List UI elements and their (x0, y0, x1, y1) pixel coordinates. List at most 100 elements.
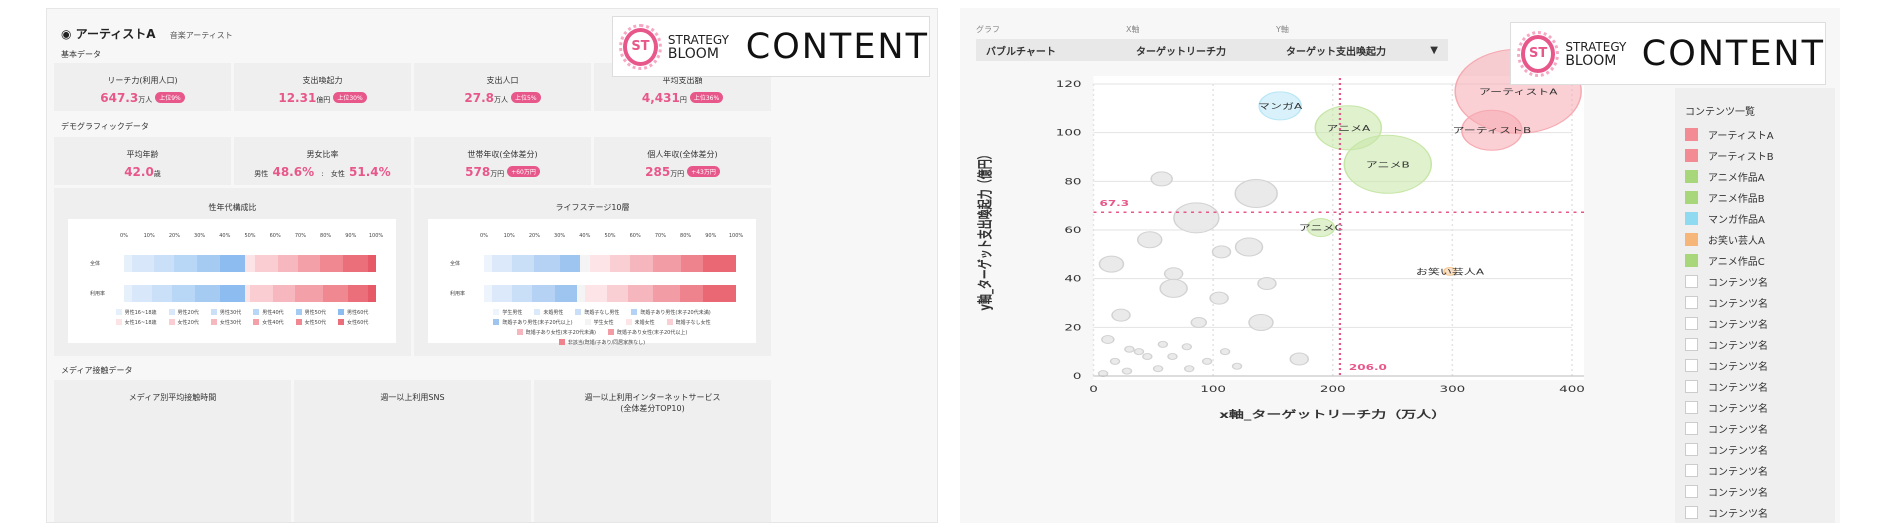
legend-swatch (493, 309, 500, 315)
legend-label: 既婚子なし男性 (584, 310, 620, 316)
legend-item[interactable]: コンテンツ名 (1685, 292, 1774, 313)
avg-age-label: 平均年齢 (126, 150, 159, 159)
legend-item[interactable]: アニメ作品C (1685, 250, 1774, 271)
bubble-other (1152, 365, 1164, 373)
tick-label: 50% (604, 233, 616, 239)
bar-segment (131, 255, 155, 272)
personal-income-unit: 万円 (670, 170, 685, 178)
selector-value: ターゲットリーチ力 (1136, 46, 1226, 58)
legend-swatch (210, 319, 217, 325)
legend-item[interactable]: コンテンツ名 (1685, 418, 1774, 439)
legend-item[interactable]: コンテンツ名 (1685, 271, 1774, 292)
legend-swatch (295, 309, 302, 315)
legend-item[interactable]: コンテンツ名 (1685, 313, 1774, 334)
bar-segment (244, 285, 250, 302)
legend-item[interactable]: アニメ作品A (1685, 166, 1774, 187)
basic-card-value: 27.8 (464, 91, 495, 105)
legend-checkbox[interactable] (1685, 275, 1698, 288)
legend-item[interactable]: コンテンツ名 (1685, 355, 1774, 376)
bar-segment (680, 255, 704, 272)
tick-label: 0% (480, 233, 488, 239)
strategy-bloom-logo-icon: ST (619, 23, 662, 70)
legend-swatch (534, 309, 541, 315)
selector-label: グラフ (976, 25, 1000, 34)
legend-item[interactable]: アーティストB (1685, 145, 1774, 166)
basic-card: 支出喚起力 12.31億円 上位30% (234, 63, 411, 111)
legend-checkbox[interactable] (1685, 296, 1698, 309)
legend-checkbox[interactable] (1685, 128, 1698, 141)
tick-label: 80% (680, 233, 692, 239)
basic-card-unit: 万人 (494, 96, 509, 104)
legend-checkbox[interactable] (1685, 401, 1698, 414)
basic-card: 支出人口 27.8万人 上位5% (414, 63, 591, 111)
legend-item-label: コンテンツ名 (1708, 404, 1768, 415)
legend-item[interactable]: コンテンツ名 (1685, 481, 1774, 502)
bar-segment (630, 255, 653, 272)
bubble-other (1136, 231, 1163, 249)
selector-dropdown[interactable]: ターゲット支出喚起力 ▼ (1276, 39, 1448, 61)
legend-item[interactable]: コンテンツ名 (1685, 460, 1774, 481)
legend-item[interactable]: コンテンツ名 (1685, 502, 1774, 523)
tick-label: 20% (528, 233, 540, 239)
legend-entry: 学生男性 (493, 309, 522, 316)
legend-checkbox[interactable] (1685, 443, 1698, 456)
legend-checkbox[interactable] (1685, 317, 1698, 330)
legend-item[interactable]: お笑い芸人A (1685, 229, 1774, 250)
legend-entry: 女性16~18歳 (115, 319, 157, 326)
legend-swatch (338, 319, 345, 325)
artist-name: アーティストA (75, 27, 156, 41)
bubble-other (1231, 362, 1243, 370)
legend-checkbox[interactable] (1685, 170, 1698, 183)
legend-item-label: アーティストB (1708, 152, 1774, 163)
logo-content-text: CONTENT (1641, 33, 1825, 74)
bar-segment (652, 255, 681, 272)
legend-item[interactable]: アニメ作品B (1685, 187, 1774, 208)
legend-item[interactable]: コンテンツ名 (1685, 439, 1774, 460)
legend-checkbox[interactable] (1685, 149, 1698, 162)
bubble-chart: 0 20 40 60 80 100 120 0 100 200 300 400 アーティストA アーティス… (976, 48, 1585, 421)
legend-checkbox[interactable] (1685, 464, 1698, 477)
bar-segment (295, 285, 323, 302)
reference-x-label: 206.0 (1349, 364, 1387, 373)
legend-label: 男性60代 (347, 310, 369, 316)
legend-entry: 男性60代 (338, 309, 368, 316)
tick-label: 60% (629, 233, 641, 239)
legend-checkbox[interactable] (1685, 233, 1698, 246)
legend-item[interactable]: コンテンツ名 (1685, 397, 1774, 418)
legend-swatch (295, 319, 302, 325)
legend-item[interactable]: コンテンツ名 (1685, 376, 1774, 397)
bubble-other (1173, 202, 1220, 234)
legend-checkbox[interactable] (1685, 212, 1698, 225)
legend-entry: 女性20代 (168, 319, 199, 326)
tick-label: 100% (368, 233, 384, 239)
legend-checkbox[interactable] (1685, 191, 1698, 204)
bar-segment (174, 255, 198, 272)
bar-segment (219, 255, 245, 272)
legend-checkbox[interactable] (1685, 338, 1698, 351)
legend-item-label: コンテンツ名 (1708, 446, 1768, 457)
legend-entry: 既婚子あり女性(末子20代以上) (608, 329, 687, 336)
legend-checkbox[interactable] (1685, 485, 1698, 498)
legend-swatch (575, 309, 582, 315)
legend-item[interactable]: アーティストA (1685, 124, 1774, 145)
legend-checkbox[interactable] (1685, 254, 1698, 267)
legend-checkbox[interactable] (1685, 380, 1698, 393)
bar-segment (703, 285, 736, 302)
legend-label: 既婚子あり男性(末子20代未満) (640, 310, 711, 316)
logo-left: ST STRATEGY BLOOM CONTENT (612, 16, 930, 77)
legend-item-label: コンテンツ名 (1708, 299, 1768, 310)
legend-checkbox[interactable] (1685, 506, 1698, 519)
sns-card: 週一以上利用SNS (294, 380, 531, 522)
legend-checkbox[interactable] (1685, 422, 1698, 435)
legend-checkbox[interactable] (1685, 359, 1698, 372)
bubble-3 (1343, 134, 1433, 194)
legend-swatch (493, 319, 500, 325)
male-label: 男性 (254, 170, 269, 178)
y-tick-label: 100 (1056, 127, 1082, 138)
legend-item[interactable]: コンテンツ名 (1685, 334, 1774, 355)
bubble-label: お笑い芸人A (1416, 267, 1484, 277)
legend-label: 既婚子あり男性(末子20代以上) (502, 320, 573, 326)
bar-segment (589, 255, 610, 272)
legend-item[interactable]: マンガ作品A (1685, 208, 1774, 229)
bar-segment (703, 255, 736, 272)
